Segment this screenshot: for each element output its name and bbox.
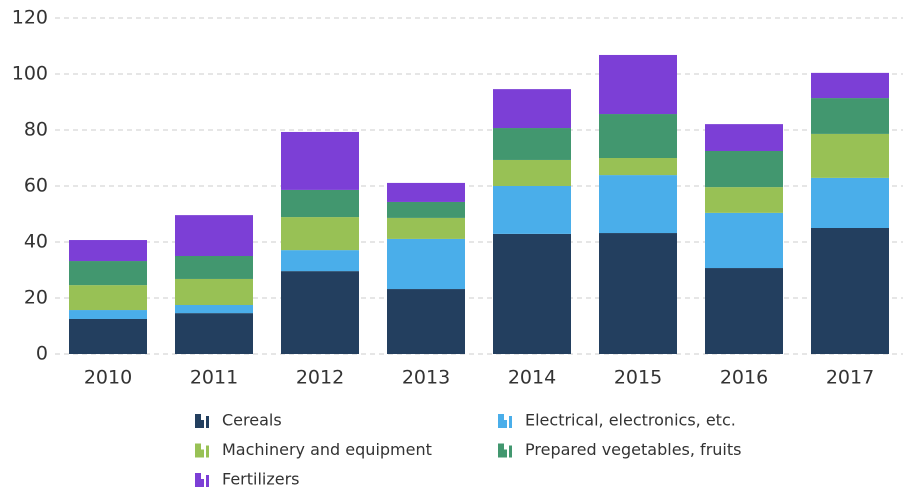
x-tick-label: 2015 bbox=[614, 367, 662, 389]
x-tick-label: 2014 bbox=[508, 367, 556, 389]
bar-segment bbox=[811, 72, 889, 99]
bar-segment bbox=[811, 133, 889, 178]
legend-icon bbox=[206, 445, 209, 458]
legend-icon bbox=[201, 420, 204, 428]
bar-segment bbox=[281, 217, 359, 251]
bar-segment bbox=[493, 186, 571, 234]
legend-icon bbox=[498, 443, 504, 458]
bar-segment bbox=[599, 158, 677, 176]
bar-segment bbox=[69, 319, 147, 354]
bar-segment bbox=[493, 159, 571, 186]
bar-segment bbox=[281, 271, 359, 354]
bar-segment bbox=[175, 256, 253, 279]
bar-segment bbox=[387, 182, 465, 202]
x-tick-label: 2017 bbox=[826, 367, 874, 389]
bar-segment bbox=[599, 175, 677, 234]
bar-segment bbox=[69, 240, 147, 262]
legend-label: Machinery and equipment bbox=[222, 440, 432, 459]
legend-label: Fertilizers bbox=[222, 470, 300, 489]
y-tick-label: 20 bbox=[24, 287, 48, 309]
legend-icon bbox=[195, 473, 201, 487]
legend-icon bbox=[498, 414, 504, 428]
bar-segment bbox=[599, 54, 677, 115]
bar-segment bbox=[599, 114, 677, 158]
x-tick-label: 2012 bbox=[296, 367, 344, 389]
x-tick-label: 2013 bbox=[402, 367, 450, 389]
bar-segment bbox=[387, 289, 465, 354]
bar-segment bbox=[175, 313, 253, 354]
legend-icon bbox=[509, 445, 512, 458]
bar-segment bbox=[493, 89, 571, 129]
bar-segment bbox=[175, 278, 253, 305]
y-tick-label: 80 bbox=[24, 119, 48, 141]
legend-icon bbox=[206, 475, 209, 487]
legend-icon bbox=[504, 420, 507, 428]
y-tick-label: 100 bbox=[12, 63, 48, 85]
legend-icon bbox=[504, 449, 507, 458]
bar-segment bbox=[705, 124, 783, 151]
bar-segment bbox=[811, 98, 889, 134]
bar-segment bbox=[387, 217, 465, 239]
bar-segment bbox=[69, 285, 147, 311]
x-tick-label: 2010 bbox=[84, 367, 132, 389]
y-tick-label: 0 bbox=[36, 343, 48, 365]
legend-icon bbox=[195, 443, 201, 458]
y-tick-label: 40 bbox=[24, 231, 48, 253]
bar-segment bbox=[175, 305, 253, 314]
bar-segment bbox=[705, 187, 783, 213]
bar-segment bbox=[811, 228, 889, 354]
bar-segment bbox=[175, 215, 253, 256]
bar-segment bbox=[69, 261, 147, 286]
bar-segment bbox=[705, 268, 783, 354]
bar-segment bbox=[599, 233, 677, 354]
legend-icon bbox=[201, 479, 204, 487]
bar-segment bbox=[493, 233, 571, 354]
bar-segment bbox=[387, 238, 465, 290]
bar-segment bbox=[493, 128, 571, 160]
x-tick-label: 2011 bbox=[190, 367, 238, 389]
bar-segment bbox=[705, 212, 783, 269]
legend-label: Electrical, electronics, etc. bbox=[525, 411, 736, 430]
bar-segment bbox=[811, 177, 889, 228]
bar-segment bbox=[281, 131, 359, 190]
bar-segment bbox=[387, 201, 465, 218]
bar-segment bbox=[705, 151, 783, 188]
y-tick-label: 60 bbox=[24, 175, 48, 197]
y-tick-label: 120 bbox=[12, 7, 48, 29]
legend-icon bbox=[201, 449, 204, 458]
legend-label: Prepared vegetables, fruits bbox=[525, 440, 741, 459]
legend-icon bbox=[509, 416, 512, 428]
legend-icon bbox=[195, 414, 201, 428]
bar-segment bbox=[281, 189, 359, 218]
bar-segment bbox=[281, 250, 359, 272]
bar-segment bbox=[69, 310, 147, 319]
legend-icon bbox=[206, 416, 209, 428]
legend-label: Cereals bbox=[222, 411, 282, 430]
x-tick-label: 2016 bbox=[720, 367, 768, 389]
